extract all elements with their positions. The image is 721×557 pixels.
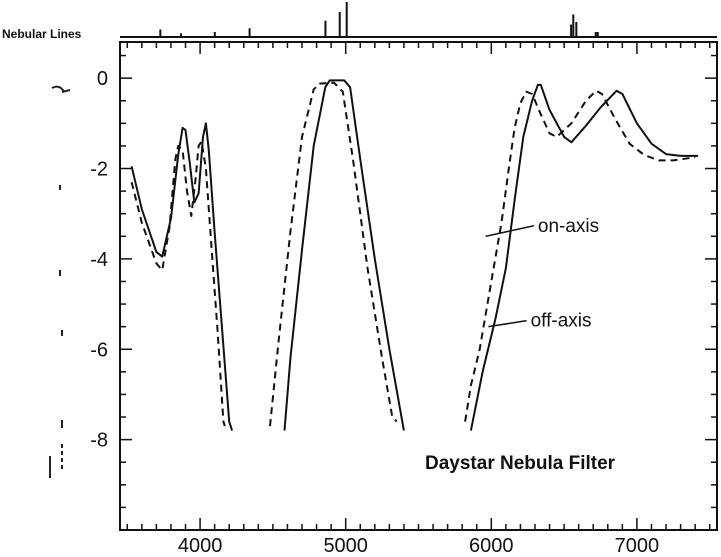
on-axis-leader	[485, 225, 535, 238]
off-axis-curve-1	[269, 81, 398, 427]
off-axis-leader	[488, 319, 527, 328]
y-tick-label: -6	[90, 339, 108, 361]
x-tick-label: 4000	[178, 535, 223, 557]
y-tick-label: -8	[90, 430, 108, 452]
left-edge-marks	[49, 85, 71, 478]
annotation-layer: on-axis off-axis	[485, 216, 599, 332]
off-axis-annotation: off-axis	[531, 311, 592, 332]
on-axis-curve-0	[130, 122, 234, 431]
off-axis-curve-2	[464, 89, 696, 422]
y-tick-label: -4	[90, 249, 108, 271]
x-tick-label: 6000	[469, 535, 514, 557]
chart-title: Daystar Nebula Filter	[425, 453, 616, 474]
on-axis-annotation: on-axis	[538, 216, 599, 237]
x-tick-label: 5000	[323, 535, 368, 557]
series-layer	[130, 79, 699, 431]
x-tick-label: 7000	[615, 535, 660, 557]
on-axis-curve-1	[283, 79, 405, 431]
y-axis-ticks: 0 -2 -4 -6 -8	[90, 54, 717, 531]
nebular-lines-strip	[120, 2, 717, 38]
nebular-lines-label: Nebular Lines	[2, 27, 82, 41]
on-axis-curve-2	[469, 83, 699, 431]
y-tick-label: 0	[97, 68, 108, 90]
x-axis-ticks: 4000 5000 6000 7000	[126, 42, 711, 557]
off-axis-curve-0	[130, 140, 226, 427]
edge-mark-curve	[51, 85, 65, 93]
y-tick-label: -2	[90, 159, 108, 181]
plot-frame	[119, 41, 718, 531]
